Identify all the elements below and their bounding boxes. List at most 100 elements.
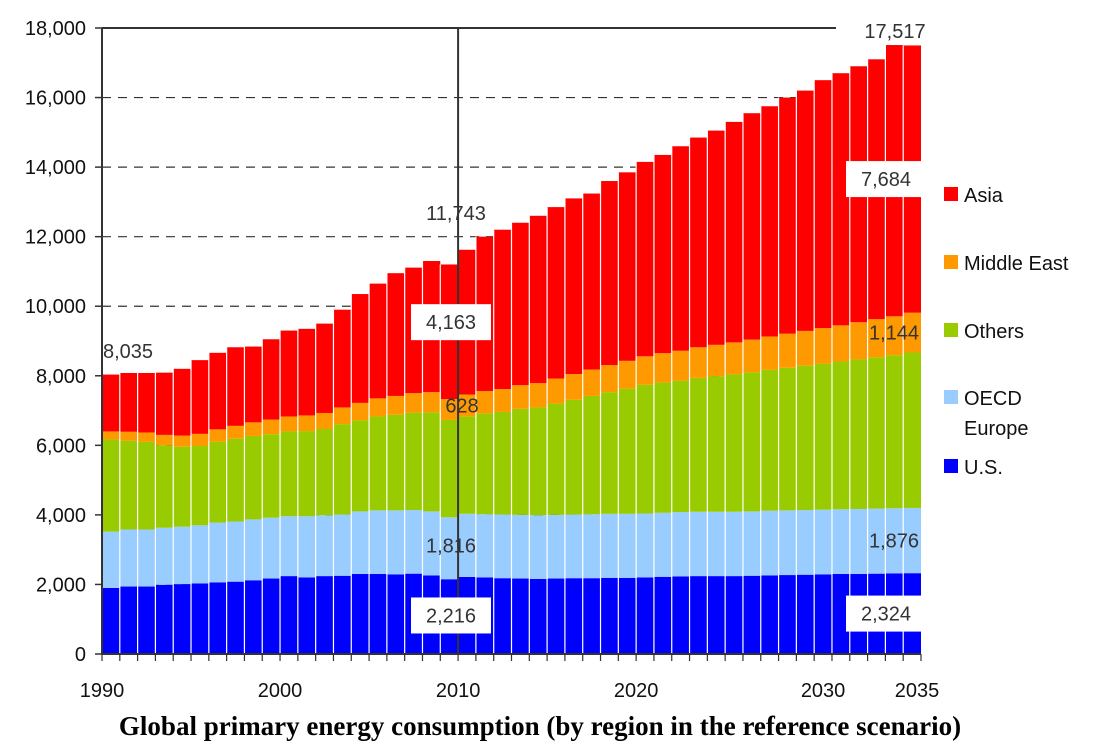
bar-segment-middle-east-2019: [618, 360, 637, 389]
bar-segment-asia-1990: [102, 374, 120, 432]
bar-segment-u-s--1998: [244, 580, 263, 654]
bar-segment-oecd-europe-2014: [529, 515, 548, 579]
bar-segment-u-s--2013: [511, 578, 530, 654]
bar-segment-asia-2014: [529, 215, 548, 384]
bar-segment-asia-1994: [173, 368, 192, 436]
bar-segment-others-2007: [404, 412, 423, 511]
bar-segment-others-2029: [796, 365, 815, 511]
bar-segment-u-s--2001: [297, 577, 316, 654]
bar-segment-asia-1996: [208, 352, 227, 430]
bar-segment-others-2027: [760, 369, 779, 511]
bar-segment-others-2019: [618, 388, 637, 514]
bar-segment-others-1996: [208, 441, 227, 523]
bar-segment-middle-east-2027: [760, 336, 779, 370]
bar-segment-u-s--2025: [725, 576, 743, 654]
bar-segment-asia-2002: [315, 323, 334, 413]
bar-segment-asia-2028: [778, 97, 797, 334]
bar-segment-asia-2027: [760, 106, 779, 337]
bar-segment-asia-2031: [831, 73, 850, 326]
bar-segment-oecd-europe-1992: [137, 529, 156, 587]
bar-segment-others-2012: [493, 411, 512, 515]
bar-segment-oecd-europe-2035: [903, 507, 921, 574]
bar-segment-u-s--1997: [226, 581, 245, 654]
bar-segment-oecd-europe-2009: [440, 517, 459, 580]
bar-segment-oecd-europe-1995: [191, 525, 209, 584]
x-tick-label: 2035: [895, 680, 940, 702]
bar-segment-others-2005: [369, 416, 387, 511]
bar-segment-others-2006: [386, 414, 405, 511]
bar-segment-oecd-europe-2007: [404, 510, 423, 574]
bar-segment-others-2009: [440, 419, 459, 518]
bar-segment-u-s--2003: [333, 575, 352, 654]
bar-segment-u-s--2012: [493, 578, 512, 654]
bar-segment-oecd-europe-1990: [102, 531, 120, 588]
y-tick-label: 4,000: [36, 505, 86, 527]
bar-segment-asia-1991: [119, 372, 138, 432]
segment-label-u-s--2010: 2,216: [426, 605, 476, 627]
bar-segment-asia-2025: [725, 121, 743, 343]
bar-segment-middle-east-2010: [458, 394, 476, 417]
bar-segment-others-1993: [155, 445, 174, 528]
bar-segment-middle-east-1996: [208, 429, 227, 442]
bar-segment-u-s--1995: [191, 583, 209, 654]
bar-segment-middle-east-1990: [102, 431, 120, 440]
bar-segment-oecd-europe-2020: [636, 513, 654, 578]
y-axis: 0 2,000 4,000 6,000 8,000 10,000 12,000 14,000 1…: [25, 18, 102, 666]
bar-segment-u-s--1991: [119, 586, 138, 654]
y-tick-label: 2,000: [36, 574, 86, 596]
bar-segment-asia-2029: [796, 90, 815, 331]
segment-label-asia-2035: 7,684: [861, 169, 911, 191]
bar-segment-asia-2016: [564, 198, 583, 375]
y-tick-label: 14,000: [25, 157, 86, 179]
bar-segment-others-1998: [244, 435, 263, 520]
bar-segment-oecd-europe-2030: [814, 509, 832, 575]
bar-segment-others-1999: [262, 434, 281, 518]
bar-segment-oecd-europe-1993: [155, 527, 174, 585]
bar-segment-others-2014: [529, 407, 548, 516]
bar-segment-others-1991: [119, 440, 138, 530]
bar-segment-middle-east-1991: [119, 431, 138, 441]
bar-segment-u-s--2023: [689, 576, 708, 654]
bar-segment-others-2022: [671, 380, 690, 513]
x-tick-label: 2010: [436, 680, 481, 702]
bar-segment-others-2026: [742, 372, 761, 512]
bar-segment-others-2031: [831, 361, 850, 510]
legend-label: Middle East: [964, 253, 1069, 275]
bar-segment-u-s--2020: [636, 577, 654, 654]
bar-segment-others-2021: [653, 382, 672, 513]
bar-segment-oecd-europe-1996: [208, 522, 227, 583]
legend-label: Asia: [964, 185, 1004, 207]
bar-segment-asia-2024: [707, 130, 726, 345]
y-tick-label: 0: [75, 644, 86, 666]
bar-segment-others-1992: [137, 441, 156, 530]
bar-segment-oecd-europe-2029: [796, 510, 815, 575]
bar-segment-others-2020: [636, 384, 654, 514]
bar-segment-oecd-europe-1997: [226, 521, 245, 582]
bar-segment-asia-2013: [511, 222, 530, 386]
legend-swatch: [944, 323, 958, 337]
bar-segment-middle-east-2024: [707, 344, 726, 377]
bar-segment-middle-east-2028: [778, 333, 797, 368]
bar-segment-middle-east-2001: [297, 415, 316, 432]
legend-label: OECD: [964, 388, 1022, 410]
bar-segment-others-2004: [351, 420, 370, 512]
total-label-1990: 8,035: [103, 341, 153, 363]
y-tick-label: 6,000: [36, 435, 86, 457]
bar-segment-oecd-europe-2013: [511, 514, 530, 579]
bar-segment-oecd-europe-2033: [867, 508, 886, 574]
bar-segment-asia-2030: [814, 80, 832, 329]
bar-segment-middle-east-2004: [351, 402, 370, 421]
bar-segment-oecd-europe-2005: [369, 510, 387, 575]
bar-segment-asia-1999: [262, 339, 281, 420]
bar-segment-u-s--2006: [386, 574, 405, 654]
bar-segment-middle-east-2008: [422, 392, 441, 413]
bar-segment-oecd-europe-2015: [547, 514, 565, 579]
annotation-box: [411, 597, 491, 634]
bar-segment-u-s--2017: [582, 578, 601, 654]
bar-segment-oecd-europe-2018: [600, 513, 619, 578]
bar-segment-middle-east-2016: [564, 374, 583, 400]
bar-segment-middle-east-2018: [600, 364, 619, 393]
bar-segment-u-s--1992: [137, 586, 156, 654]
legend-swatch: [944, 255, 958, 269]
bar-segment-oecd-europe-2025: [725, 511, 743, 577]
